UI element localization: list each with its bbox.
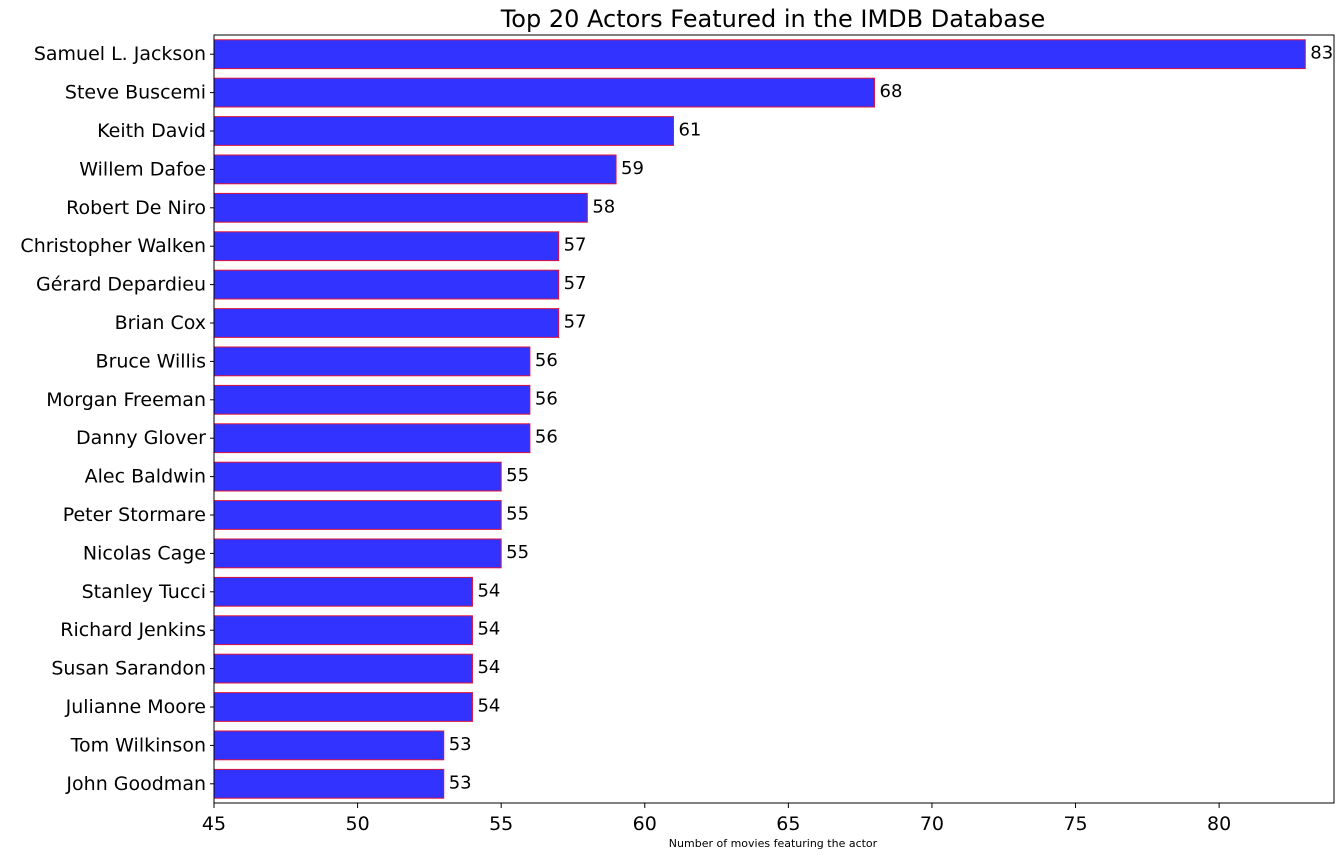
bar xyxy=(213,269,560,300)
x-tick-label: 45 xyxy=(202,813,226,835)
category-label: Gérard Depardieu xyxy=(36,274,206,296)
value-label: 54 xyxy=(477,619,500,640)
bar xyxy=(213,308,560,338)
bar xyxy=(213,77,876,108)
category-label: Christopher Walken xyxy=(20,235,206,257)
value-label: 54 xyxy=(477,657,500,678)
value-label: 68 xyxy=(880,81,903,102)
bar xyxy=(213,116,674,146)
category-label: Susan Sarandon xyxy=(51,658,206,680)
bar xyxy=(213,461,502,492)
bar xyxy=(213,154,617,185)
category-label: Alec Baldwin xyxy=(85,466,206,488)
value-label: 54 xyxy=(477,580,500,601)
category-label: Nicolas Cage xyxy=(83,542,206,564)
bar xyxy=(213,692,473,722)
category-label: Brian Cox xyxy=(115,312,206,334)
category-label: John Goodman xyxy=(65,773,206,795)
category-label: Steve Buscemi xyxy=(65,82,206,104)
x-tick-label: 65 xyxy=(776,813,800,835)
x-axis: 45 50 55 60 65 70 75 80 xyxy=(202,803,1231,835)
value-label: 55 xyxy=(506,504,529,525)
value-label: 58 xyxy=(592,196,615,217)
x-tick-label: 75 xyxy=(1063,813,1087,835)
value-label: 57 xyxy=(564,235,587,256)
x-tick-label: 80 xyxy=(1207,813,1231,835)
bar xyxy=(213,384,531,415)
bar xyxy=(213,231,560,262)
bar xyxy=(213,346,531,377)
category-label: Willem Dafoe xyxy=(79,158,206,180)
bar xyxy=(213,615,473,646)
value-label: 55 xyxy=(506,542,529,563)
category-label: Peter Stormare xyxy=(63,504,206,526)
category-label: Stanley Tucci xyxy=(82,581,206,603)
x-tick-label: 50 xyxy=(345,813,369,835)
value-label: 59 xyxy=(621,158,644,179)
x-tick-label: 55 xyxy=(489,813,513,835)
category-label: Danny Glover xyxy=(76,427,206,449)
bar xyxy=(213,730,445,761)
value-label: 83 xyxy=(1310,43,1333,64)
category-label: Julianne Moore xyxy=(65,696,206,718)
value-label: 55 xyxy=(506,465,529,486)
value-label: 56 xyxy=(535,427,558,448)
category-labels: Samuel L. Jackson Steve Buscemi Keith Davi… xyxy=(20,43,214,795)
value-label: 61 xyxy=(678,120,701,141)
bar xyxy=(213,39,1306,70)
category-label: Keith David xyxy=(97,120,206,142)
x-axis-label: Number of movies featuring the actor xyxy=(669,837,878,850)
value-label: 56 xyxy=(535,388,558,409)
plot-frame xyxy=(213,34,1335,804)
bar xyxy=(213,423,531,454)
category-label: Richard Jenkins xyxy=(60,619,206,641)
bar xyxy=(213,538,502,569)
category-label: Robert De Niro xyxy=(66,197,206,219)
bar xyxy=(213,500,502,530)
x-tick-label: 60 xyxy=(633,813,657,835)
bars-group xyxy=(213,39,1306,799)
bar xyxy=(213,192,588,223)
bar xyxy=(213,576,473,607)
category-label: Bruce Willis xyxy=(96,350,206,372)
category-label: Samuel L. Jackson xyxy=(34,43,206,65)
chart-title: Top 20 Actors Featured in the IMDB Datab… xyxy=(500,5,1046,33)
value-label: 56 xyxy=(535,350,558,371)
value-label: 53 xyxy=(449,734,472,755)
value-label: 53 xyxy=(449,772,472,793)
value-label: 57 xyxy=(564,312,587,333)
value-label: 54 xyxy=(477,696,500,717)
x-tick-label: 70 xyxy=(920,813,944,835)
category-label: Tom Wilkinson xyxy=(70,734,206,756)
category-label: Morgan Freeman xyxy=(46,389,206,411)
value-label: 57 xyxy=(564,273,587,294)
bar xyxy=(213,768,445,799)
bar xyxy=(213,653,473,684)
